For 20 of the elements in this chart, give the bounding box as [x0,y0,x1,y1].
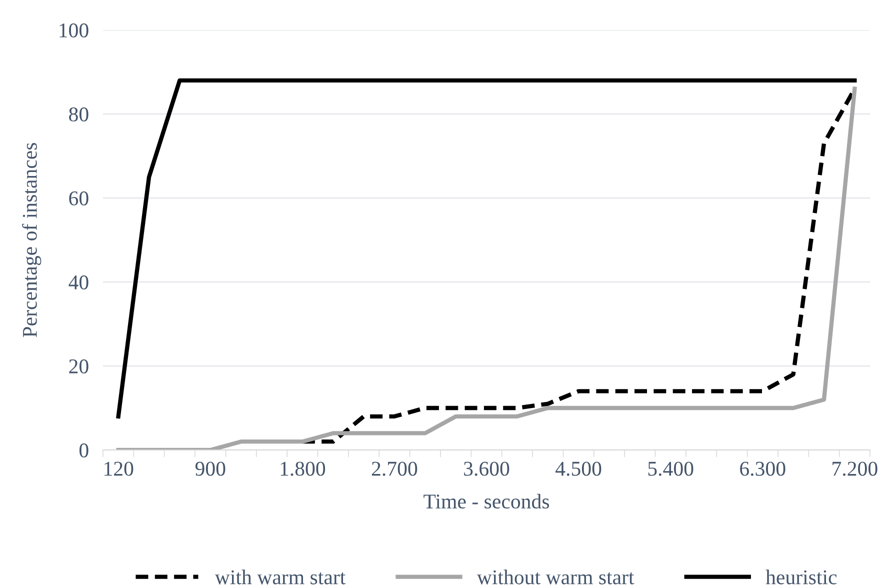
x-tick-label: 2.700 [372,462,418,476]
x-tick-label: 4.500 [556,462,602,476]
legend-label: heuristic [766,570,837,584]
y-tick-label: 80 [69,107,88,122]
y-tick-label: 20 [69,359,88,374]
x-tick-label: 120 [104,462,134,476]
x-tick-label: 1.800 [280,462,326,476]
x-axis-title: Time - seconds [424,494,550,509]
legend-label: with warm start [214,570,346,584]
y-tick-label: 60 [69,191,88,206]
x-tick-label: 3.600 [464,462,510,476]
x-tick-label: 5.400 [648,462,694,476]
y-tick-label: 100 [60,23,88,38]
x-tick-label: 7.200 [832,462,878,476]
y-tick-label: 0 [79,443,88,458]
legend-label: without warm start [476,570,634,584]
x-tick-label: 900 [195,462,226,476]
x-tick-label: 6.300 [740,462,786,476]
y-axis-title: Percentage of instances [22,143,42,338]
y-tick-label: 40 [68,275,88,290]
